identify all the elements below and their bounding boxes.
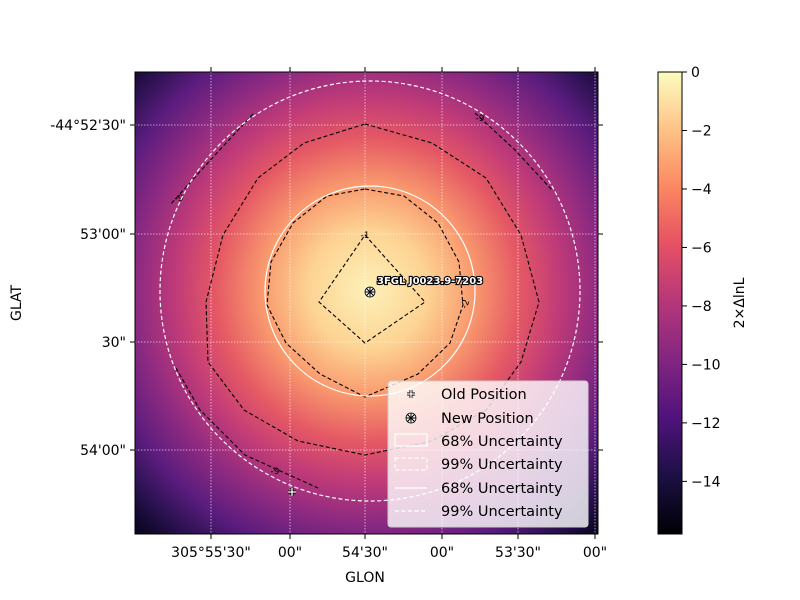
contour-level-9-nw: [169, 113, 254, 206]
colorbar-tick-label: 0: [691, 65, 700, 81]
uncertainty-99-circle: [159, 80, 581, 502]
colorbar-tick-label: −6: [691, 240, 712, 256]
contour-level-1: [318, 234, 426, 344]
colorbar-tick-label: −8: [691, 299, 712, 315]
source-label: 3FGL J0023.9-7203: [377, 276, 483, 287]
contour-label-2: -2: [460, 298, 472, 310]
legend-label-99-patch: 99% Uncertainty: [441, 457, 563, 473]
x-tick-label: 53'30": [495, 545, 541, 561]
y-tick-label: 54'00": [80, 443, 126, 459]
x-axis-label: GLON: [345, 570, 385, 586]
axes-frame: [134, 71, 599, 535]
colorbar-tick-label: −2: [691, 123, 712, 139]
colorbar: [657, 71, 683, 535]
colorbar-label: 2×ΔlnL: [732, 277, 748, 328]
colorbar-ticks: 0 −2 −4 −6 −8 −10 −12 −14: [682, 65, 721, 490]
x-tick-label: 00": [430, 545, 454, 561]
colorbar-tick-label: −10: [691, 357, 721, 373]
axis-tick-labels: 305°55'30" 00" 54'30" 00" 53'30" 00" -44°52'30…: [50, 118, 607, 561]
legend-99-patch: [394, 457, 428, 471]
contour-label-1: -1: [361, 231, 370, 241]
legend: Old Position New Position 68% Uncertaint…: [387, 380, 589, 528]
legend-label-68-patch: 68% Uncertainty: [441, 434, 563, 450]
legend-box: [387, 380, 589, 528]
colorbar-tick-label: −14: [691, 474, 721, 490]
y-tick-label: -44°52'30": [50, 118, 126, 134]
y-axis-label: GLAT: [9, 285, 25, 321]
legend-68-patch: [394, 433, 428, 447]
contour-level-4: [205, 123, 540, 456]
x-tick-label: 00": [278, 545, 302, 561]
x-tick-label: 00": [583, 545, 607, 561]
x-tick-label: 305°55'30": [171, 545, 251, 561]
x-tick-label: 54'30": [342, 545, 388, 561]
uncertainty-68-circle: [264, 185, 476, 397]
legend-label-old-position: Old Position: [441, 387, 527, 403]
legend-label-new-position: New Position: [441, 411, 534, 427]
old-position-marker: [288, 488, 296, 496]
contour-label-9-ne: -9: [476, 114, 485, 124]
legend-label-68-line: 68% Uncertainty: [441, 481, 563, 497]
colorbar-tick-label: −4: [691, 182, 712, 198]
contour-label-9-sw: -9: [271, 467, 280, 477]
contour-level-2: [266, 188, 464, 398]
contour-level-9-ne: [474, 112, 553, 191]
legend-old-position-handle: [407, 390, 415, 398]
y-tick-label: 53'00": [80, 227, 126, 243]
y-tick-label: 30": [102, 335, 126, 351]
contour-label-9-nw: -9: [175, 194, 184, 204]
legend-new-position-handle: [405, 412, 417, 424]
legend-label-99-line: 99% Uncertainty: [441, 504, 563, 520]
new-position-marker: [364, 286, 376, 298]
axis-ticks: [130, 67, 603, 539]
contour-level-9-sw: [175, 367, 319, 489]
colorbar-tick-label: −12: [691, 416, 721, 432]
